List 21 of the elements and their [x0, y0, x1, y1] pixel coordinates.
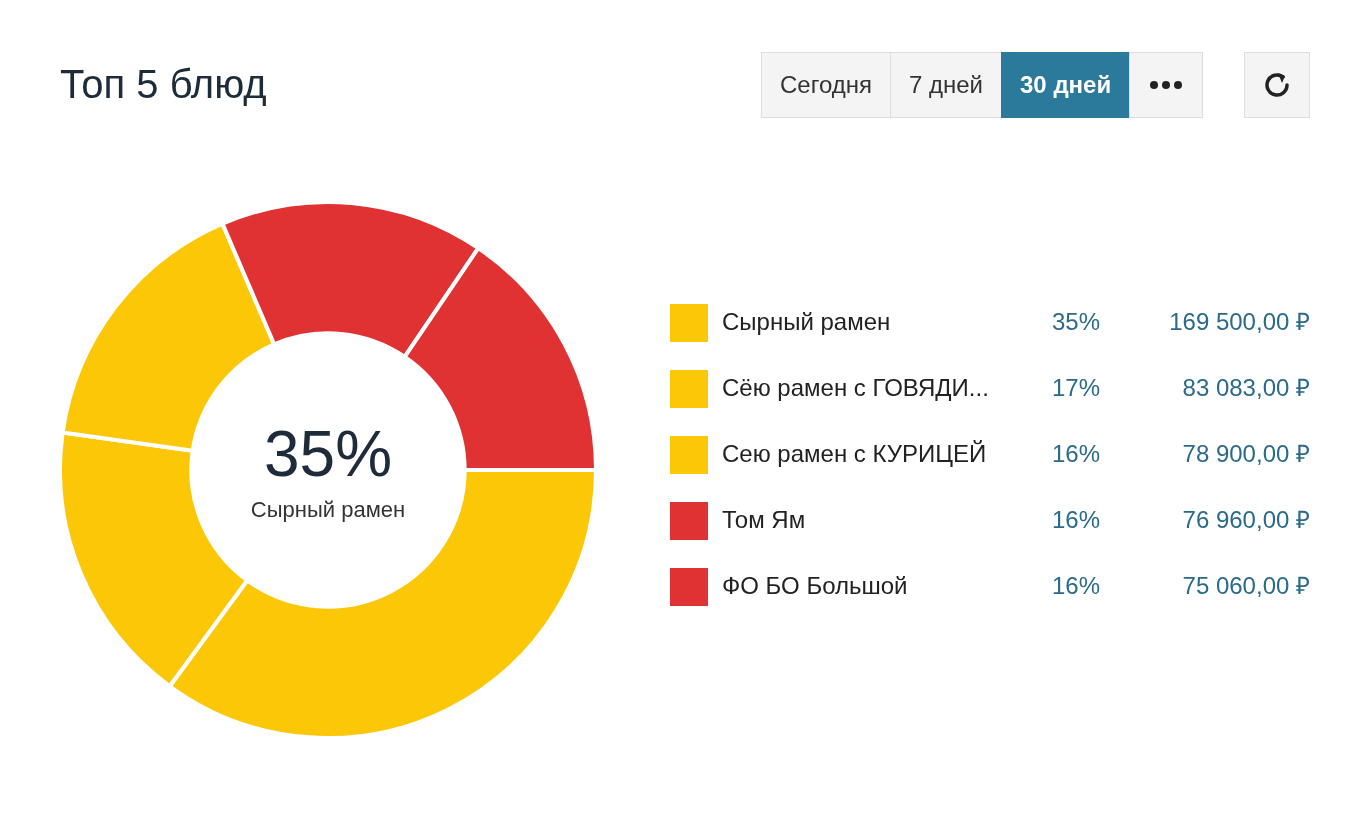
data-label: 76 960,00 ₽ [1182, 505, 1310, 533]
text: 35% [263, 418, 393, 490]
text: 17% [1051, 373, 1100, 401]
legend-label: Сырный рамен [722, 307, 891, 335]
legend-label: Сею рамен с КУРИЦЕЙ [722, 439, 987, 467]
text: 30 дней [1001, 52, 1131, 118]
data-label: 169 500,00 ₽ [1169, 307, 1310, 335]
text: 7 дней [889, 52, 1003, 118]
text: 16% [1051, 571, 1100, 599]
data-label: 78 900,00 ₽ [1182, 439, 1310, 467]
legend-label: Сёю рамен с ГОВЯДИ... [722, 373, 989, 401]
legend-label: ФО БО Большой [722, 571, 908, 599]
data-label: 75 060,00 ₽ [1182, 571, 1310, 599]
legend-label: Том Ям [722, 505, 806, 533]
text: 35% [1051, 307, 1100, 335]
text: Сегодня [761, 52, 891, 118]
text: 16% [1051, 505, 1100, 533]
slice-label: Сырный рамен [250, 497, 406, 523]
data-label: 83 083,00 ₽ [1182, 373, 1310, 401]
chart-title: Топ 5 блюд [60, 62, 267, 107]
text: 16% [1051, 439, 1100, 467]
